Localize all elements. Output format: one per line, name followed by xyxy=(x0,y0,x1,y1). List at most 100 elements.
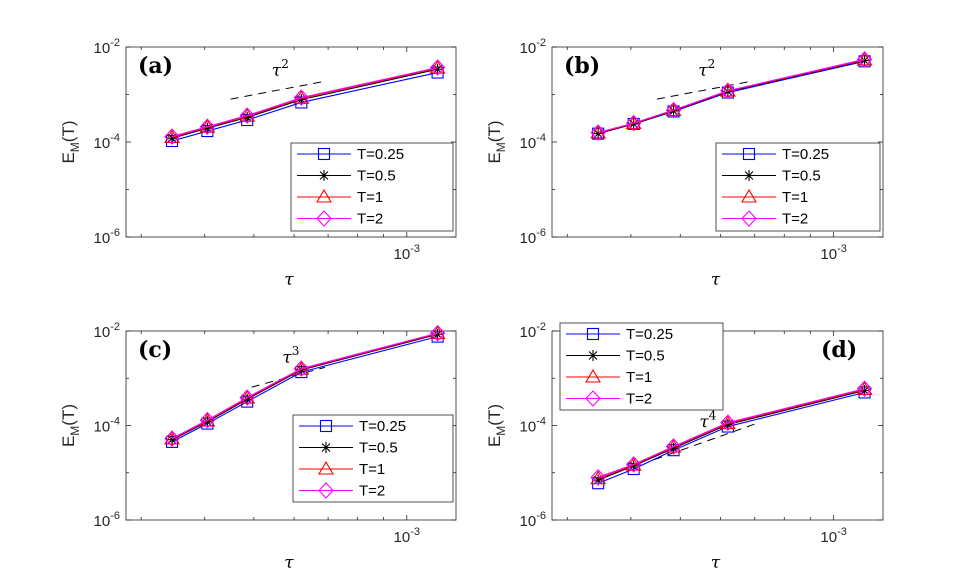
y-axis-label-suffix: (T) xyxy=(485,120,504,142)
panel-label: (b) xyxy=(564,53,600,79)
y-axis-label: EM(T) xyxy=(59,120,82,163)
data-point xyxy=(239,389,255,406)
panel-d: 10-610-410-210-3τEM(T)(d)τ4T=0.25T=0.5T=… xyxy=(485,321,884,573)
series-T=2 xyxy=(164,59,446,145)
y-tick-label: 10-6 xyxy=(94,510,120,530)
x-axis-label: τ xyxy=(284,270,294,290)
data-point xyxy=(429,324,446,342)
series-line xyxy=(598,59,865,135)
y-tick-label: 10-2 xyxy=(94,37,120,57)
y-tick-label: 10-4 xyxy=(94,132,120,152)
x-tick-label-base: 10 xyxy=(394,246,411,263)
data-point xyxy=(164,430,181,445)
data-point xyxy=(239,107,255,124)
y-axis-label-suffix: (T) xyxy=(59,404,78,426)
y-tick-label-base: 10 xyxy=(520,419,537,436)
reference-slope-line xyxy=(251,366,326,388)
y-axis: 10-610-410-2 xyxy=(94,37,456,247)
reference-slope-exponent: 2 xyxy=(281,57,289,71)
legend-label: T=0.25 xyxy=(357,146,404,163)
legend-item: T=2 xyxy=(722,210,808,228)
series-line xyxy=(171,67,438,138)
legend-label: T=1 xyxy=(357,189,383,206)
legend-label: T=0.5 xyxy=(359,440,398,457)
reference-slope-label: τ2 xyxy=(272,57,289,81)
data-point xyxy=(856,381,873,395)
data-point xyxy=(199,118,216,136)
legend-marker xyxy=(587,350,599,361)
legend-item: T=0.5 xyxy=(299,440,398,457)
data-point xyxy=(293,89,310,106)
data-point xyxy=(665,438,682,453)
x-tick-label: 10-3 xyxy=(820,526,846,546)
series-line xyxy=(598,58,865,134)
y-tick-label: 10-2 xyxy=(94,321,120,341)
legend-item: T=0.5 xyxy=(297,168,396,185)
y-axis-label-sub: M xyxy=(494,426,508,436)
reference-slope-exponent: 2 xyxy=(708,57,716,71)
data-point xyxy=(164,128,180,145)
legend-box xyxy=(292,414,454,503)
reference-slope-base: τ xyxy=(282,348,292,368)
legend-label: T=1 xyxy=(782,189,808,206)
x-axis-label: τ xyxy=(711,270,721,290)
legend-marker xyxy=(742,147,756,161)
legend-item: T=2 xyxy=(297,210,383,228)
legend-item: T=2 xyxy=(299,482,385,500)
legend-marker xyxy=(586,327,600,341)
reference-slope-base: τ xyxy=(698,61,708,81)
y-tick-label-base: 10 xyxy=(520,230,537,247)
y-tick-label: 10-6 xyxy=(520,510,546,530)
x-axis: 10-3 xyxy=(566,47,847,263)
y-tick-label-base: 10 xyxy=(520,513,537,530)
x-tick-label-base: 10 xyxy=(820,246,837,263)
legend-item: T=2 xyxy=(566,390,652,408)
y-tick-label: 10-4 xyxy=(520,132,546,152)
data-point xyxy=(719,415,736,430)
y-axis-label-sub: M xyxy=(494,142,508,152)
legend-label: T=2 xyxy=(626,391,652,408)
y-tick-label-exponent: -4 xyxy=(110,416,120,428)
panel-label: (d) xyxy=(821,337,857,363)
y-tick-label-exponent: -2 xyxy=(536,321,546,333)
legend-label: T=0.25 xyxy=(359,418,406,435)
x-tick-label: 10-3 xyxy=(394,526,420,546)
y-tick-label: 10-2 xyxy=(520,37,546,57)
y-tick-label: 10-4 xyxy=(520,416,546,436)
reference-slope-exponent: 3 xyxy=(292,344,300,358)
y-tick-label-exponent: -4 xyxy=(110,132,120,144)
panel-label: (a) xyxy=(138,53,173,79)
data-point xyxy=(625,456,642,473)
y-tick-label-exponent: -6 xyxy=(110,510,120,522)
x-axis-label: τ xyxy=(711,553,721,573)
y-tick-label: 10-6 xyxy=(94,227,120,247)
data-point xyxy=(429,59,446,74)
data-point xyxy=(590,469,606,486)
y-tick-label: 10-4 xyxy=(94,416,120,436)
series-T=0.25 xyxy=(165,66,444,148)
y-axis-label-suffix: (T) xyxy=(485,404,504,426)
y-tick-label-exponent: -2 xyxy=(110,37,120,49)
legend-label: T=1 xyxy=(626,369,652,386)
y-tick-label-exponent: -2 xyxy=(110,321,120,333)
data-point xyxy=(625,457,642,471)
legend-marker xyxy=(741,188,757,203)
data-point xyxy=(590,470,607,485)
legend-marker xyxy=(743,170,755,181)
x-tick-label-exponent: -3 xyxy=(410,243,420,255)
legend-label: T=1 xyxy=(359,461,385,478)
x-tick-label-exponent: -3 xyxy=(410,526,420,538)
data-point xyxy=(590,124,606,141)
legend-item: T=1 xyxy=(297,188,383,206)
x-axis: 10-3 xyxy=(566,331,847,546)
data-point xyxy=(429,59,446,76)
y-tick-label-base: 10 xyxy=(94,230,111,247)
y-tick-label-base: 10 xyxy=(94,135,111,152)
legend: T=0.25 T=0.5 T=1 T=2 xyxy=(290,142,454,232)
reference-slope-label: τ4 xyxy=(699,409,716,433)
data-point xyxy=(199,412,216,427)
series-line xyxy=(171,332,438,440)
reference-slope-line xyxy=(656,80,752,100)
